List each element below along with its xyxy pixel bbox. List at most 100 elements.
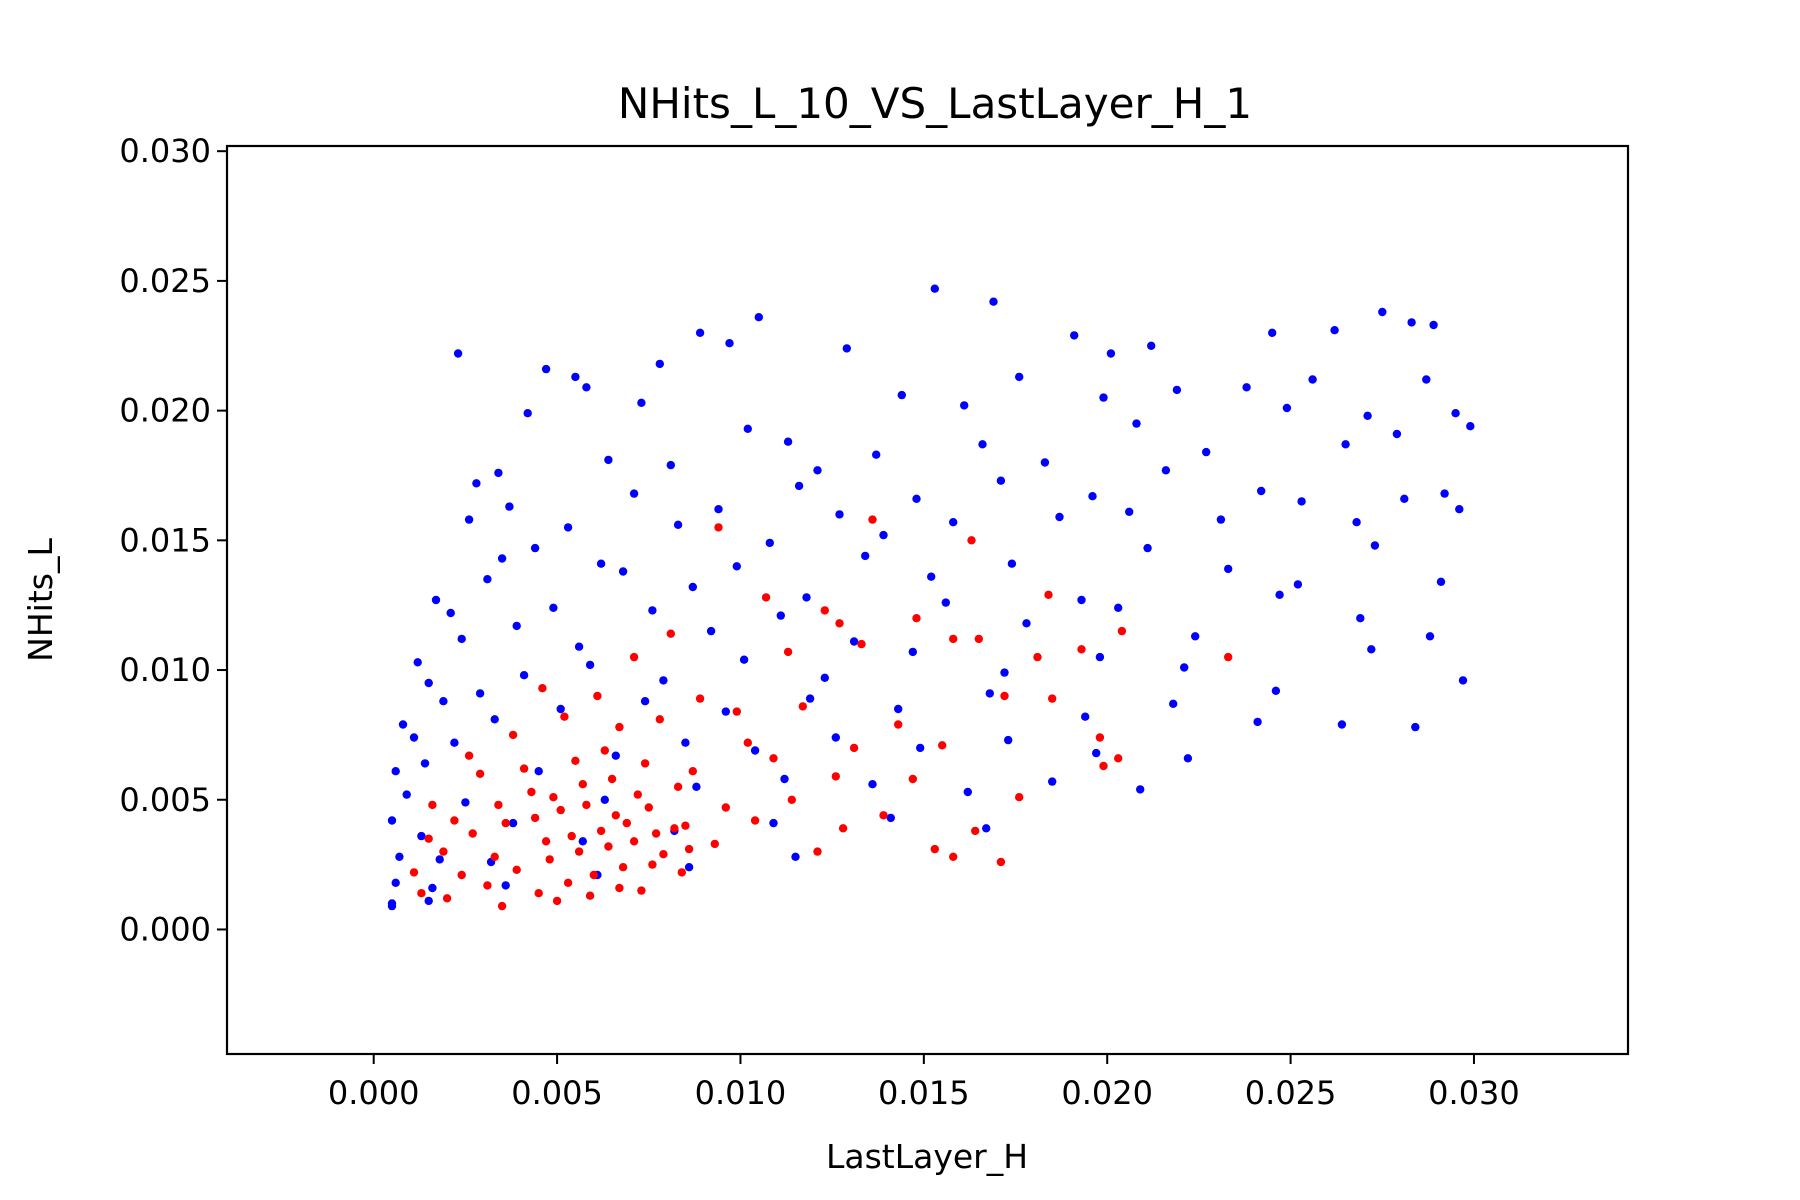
data-point-series-1 <box>648 606 657 615</box>
data-point-series-1 <box>431 595 441 605</box>
data-point-series-1 <box>505 502 514 511</box>
data-point-series-1 <box>490 715 499 724</box>
data-point-series-1 <box>849 637 859 646</box>
data-point-series-1 <box>659 676 668 685</box>
data-point-series-1 <box>813 466 822 475</box>
data-point-series-2 <box>688 767 697 776</box>
data-point-series-2 <box>971 826 980 836</box>
data-point-series-2 <box>831 772 840 781</box>
x-tick-label: 0.005 <box>511 1074 603 1112</box>
data-point-series-2 <box>949 634 958 644</box>
data-point-series-2 <box>651 829 661 838</box>
data-point-series-1 <box>1172 385 1182 395</box>
data-point-series-2 <box>585 891 595 900</box>
data-point-series-1 <box>960 401 969 410</box>
data-point-series-2 <box>670 824 679 833</box>
data-point-series-1 <box>1136 785 1145 794</box>
data-point-series-2 <box>743 738 752 747</box>
data-point-series-2 <box>611 811 620 820</box>
data-point-series-1 <box>519 671 529 680</box>
data-point-series-1 <box>475 689 485 698</box>
data-point-series-2 <box>949 852 958 861</box>
data-point-series-1 <box>949 518 958 527</box>
data-point-series-1 <box>805 694 815 703</box>
data-point-series-1 <box>842 344 851 353</box>
data-point-series-1 <box>1352 518 1361 527</box>
data-point-series-2 <box>582 800 591 810</box>
data-point-series-2 <box>629 837 639 846</box>
data-point-series-2 <box>655 715 664 724</box>
data-point-series-1 <box>695 328 705 337</box>
data-point-series-1 <box>1114 603 1123 612</box>
data-point-series-1 <box>1132 419 1141 428</box>
data-point-series-1 <box>897 390 906 400</box>
data-point-series-1 <box>391 767 400 776</box>
data-point-series-1 <box>508 818 518 828</box>
data-point-series-1 <box>1088 492 1097 501</box>
data-point-series-1 <box>1466 422 1475 431</box>
data-point-series-1 <box>523 409 532 418</box>
data-point-series-1 <box>985 689 994 698</box>
data-point-series-2 <box>857 639 866 649</box>
data-point-series-1 <box>395 852 404 861</box>
x-tick-label: 0.000 <box>328 1074 420 1112</box>
data-point-series-1 <box>428 883 437 893</box>
data-point-series-2 <box>439 847 448 856</box>
data-point-series-1 <box>611 751 620 760</box>
data-point-series-2 <box>600 746 609 755</box>
data-point-series-1 <box>1370 541 1380 550</box>
data-point-series-1 <box>640 697 650 706</box>
data-point-series-1 <box>1330 326 1339 335</box>
data-point-series-1 <box>556 704 565 714</box>
data-point-series-1 <box>916 743 925 753</box>
data-point-series-1 <box>765 538 774 548</box>
data-point-series-1 <box>1077 595 1086 605</box>
data-point-series-1 <box>655 359 664 369</box>
data-point-series-1 <box>391 878 400 887</box>
data-point-series-2 <box>974 634 983 644</box>
data-point-series-2 <box>468 829 477 838</box>
data-point-series-1 <box>982 824 991 833</box>
data-point-series-1 <box>912 494 921 503</box>
y-axis-label: NHits_L <box>21 538 60 662</box>
x-tick-label: 0.020 <box>1061 1074 1153 1112</box>
x-tick-label: 0.010 <box>695 1074 787 1112</box>
data-point-series-1 <box>1392 429 1402 439</box>
data-point-series-2 <box>604 842 613 851</box>
data-point-series-1 <box>739 655 749 664</box>
data-point-series-1 <box>684 863 694 872</box>
data-point-series-1 <box>563 523 573 532</box>
data-point-series-1 <box>574 642 584 651</box>
data-point-series-1 <box>1242 383 1251 392</box>
data-point-series-1 <box>941 598 950 607</box>
data-point-series-2 <box>894 720 903 729</box>
data-point-series-1 <box>1048 777 1057 786</box>
data-point-series-1 <box>637 398 646 407</box>
data-point-series-1 <box>1363 411 1372 420</box>
data-point-series-1 <box>820 673 829 682</box>
data-point-series-1 <box>706 626 716 636</box>
data-point-series-2 <box>530 813 540 823</box>
data-point-series-2 <box>483 881 492 890</box>
data-point-series-1 <box>1224 564 1233 574</box>
data-point-series-1 <box>413 658 422 667</box>
data-point-series-2 <box>644 803 653 812</box>
data-point-series-1 <box>1411 722 1420 732</box>
data-point-series-1 <box>732 562 741 571</box>
data-point-series-1 <box>1183 754 1193 763</box>
data-point-series-1 <box>409 733 419 742</box>
data-point-series-1 <box>802 593 811 602</box>
data-point-series-1 <box>688 582 697 592</box>
data-point-series-2 <box>721 803 730 812</box>
data-point-series-1 <box>1106 349 1116 358</box>
data-point-series-1 <box>1081 712 1090 721</box>
data-point-series-2 <box>637 886 646 895</box>
data-point-series-2 <box>908 774 917 784</box>
data-point-series-1 <box>996 476 1006 485</box>
data-point-series-1 <box>1271 686 1281 695</box>
y-axis-ticks: 0.000 0.005 0.010 0.015 0.020 0.025 0.030 <box>119 132 227 948</box>
data-point-series-2 <box>787 795 796 804</box>
data-point-series-2 <box>424 834 433 843</box>
data-point-series-2 <box>673 782 683 791</box>
data-point-series-1 <box>666 460 675 470</box>
